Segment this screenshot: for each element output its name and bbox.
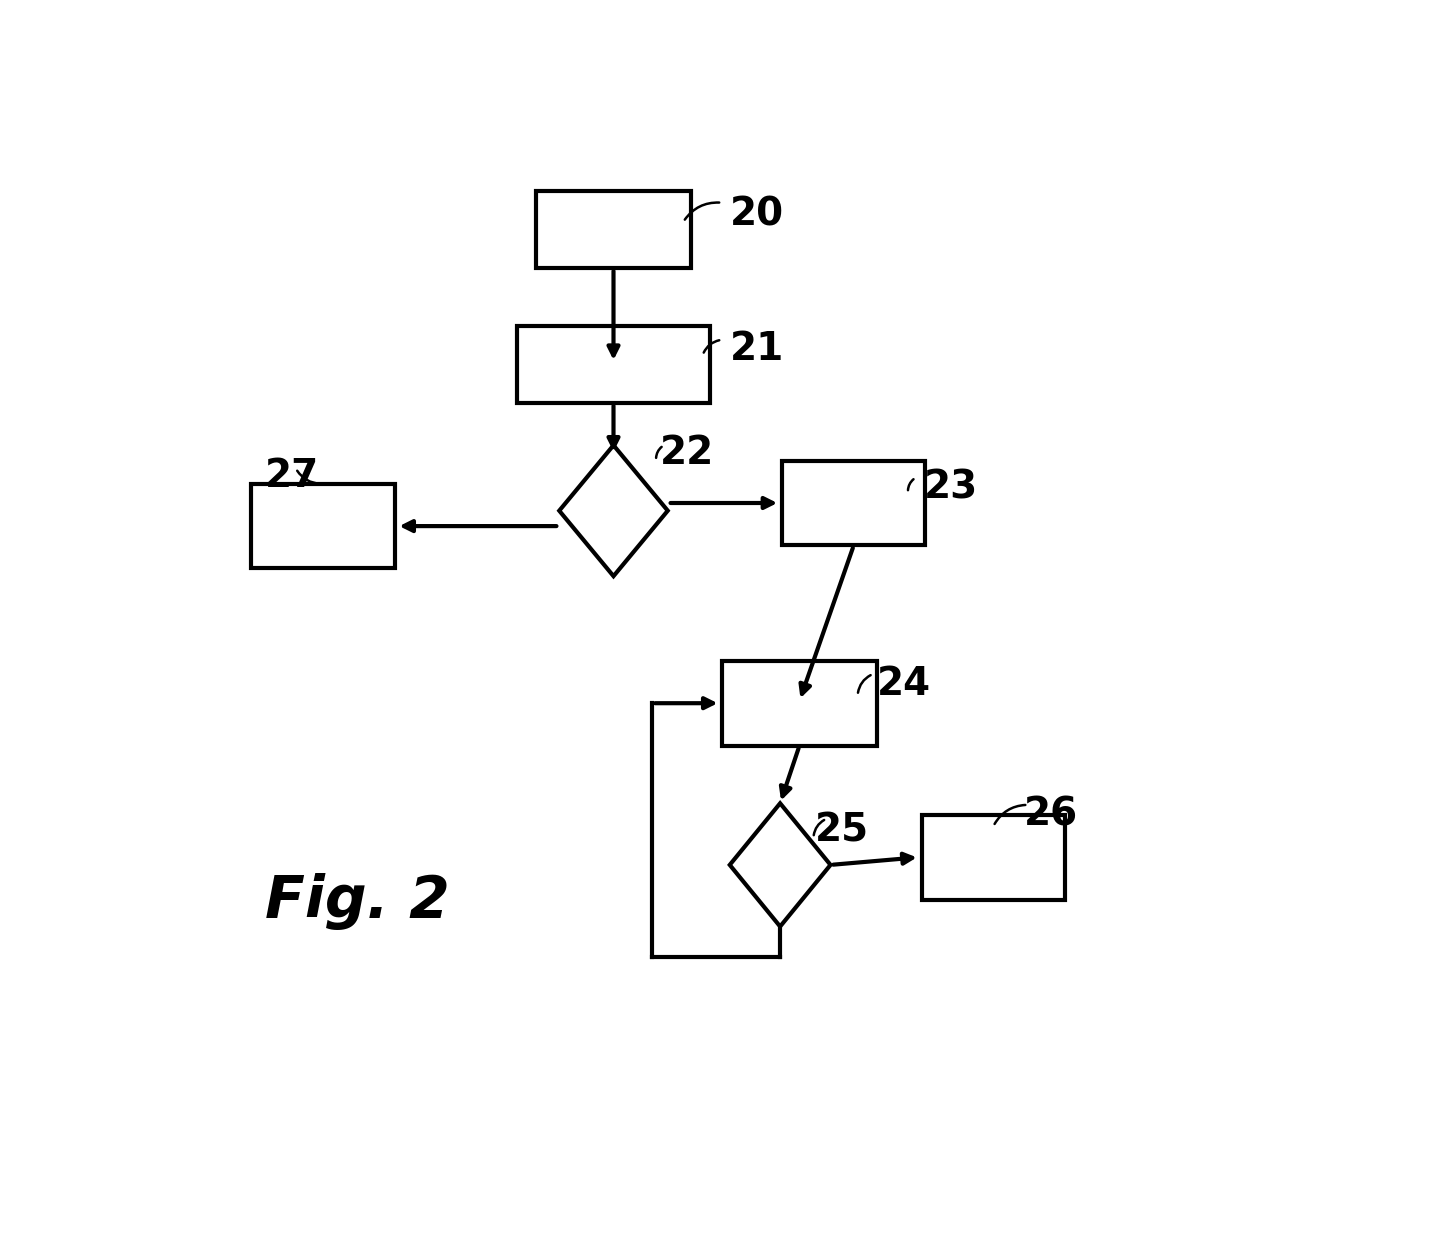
Text: 25: 25 <box>816 811 869 849</box>
Text: Fig. 2: Fig. 2 <box>266 873 449 930</box>
Text: 21: 21 <box>729 330 784 368</box>
Text: 23: 23 <box>923 469 978 506</box>
Text: 20: 20 <box>729 195 784 233</box>
Polygon shape <box>559 445 668 577</box>
Text: 22: 22 <box>661 434 714 471</box>
Bar <box>251 484 395 568</box>
Text: 24: 24 <box>877 665 931 703</box>
Text: 26: 26 <box>1024 796 1078 833</box>
Bar <box>722 661 877 745</box>
Bar <box>783 460 925 546</box>
Bar <box>922 815 1066 899</box>
Bar <box>536 191 691 268</box>
Bar <box>517 326 711 403</box>
Polygon shape <box>729 804 830 926</box>
Text: 27: 27 <box>264 456 319 495</box>
